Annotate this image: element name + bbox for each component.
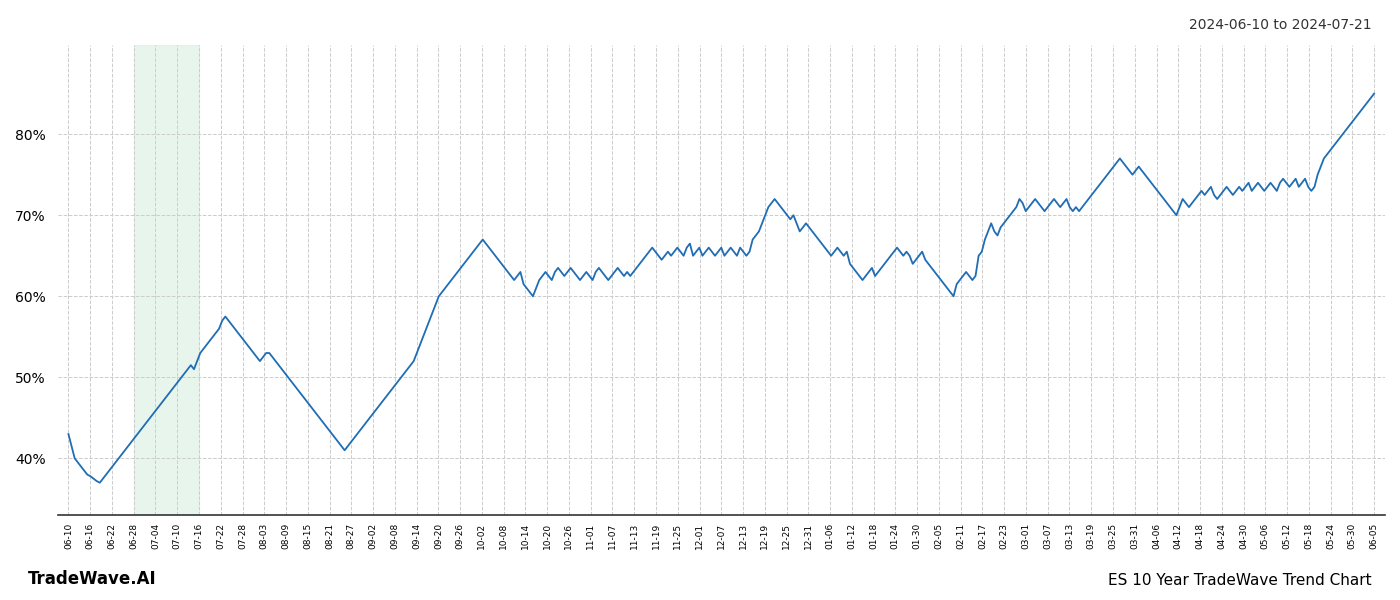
- Text: TradeWave.AI: TradeWave.AI: [28, 570, 157, 588]
- Text: ES 10 Year TradeWave Trend Chart: ES 10 Year TradeWave Trend Chart: [1109, 573, 1372, 588]
- Text: 2024-06-10 to 2024-07-21: 2024-06-10 to 2024-07-21: [1190, 18, 1372, 32]
- Bar: [134, 45, 199, 515]
